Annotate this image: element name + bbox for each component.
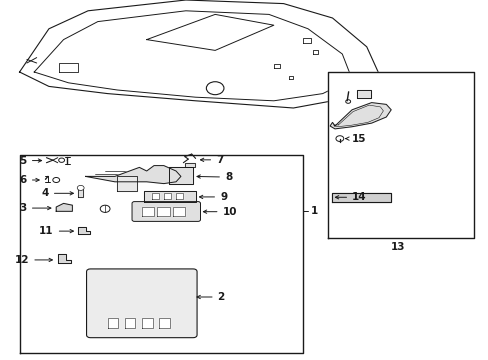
Polygon shape — [163, 193, 171, 199]
Polygon shape — [168, 167, 193, 184]
Polygon shape — [58, 254, 71, 263]
Polygon shape — [151, 193, 159, 199]
Text: 9: 9 — [199, 192, 227, 202]
Polygon shape — [56, 203, 72, 211]
Circle shape — [77, 185, 84, 190]
Polygon shape — [117, 176, 137, 191]
Text: 15: 15 — [345, 134, 366, 144]
Polygon shape — [331, 193, 390, 202]
Polygon shape — [157, 207, 169, 216]
Polygon shape — [356, 90, 370, 98]
Polygon shape — [329, 103, 390, 129]
Polygon shape — [173, 207, 185, 216]
Polygon shape — [144, 191, 195, 202]
FancyBboxPatch shape — [132, 202, 200, 221]
Polygon shape — [184, 163, 194, 167]
Text: 4: 4 — [41, 188, 73, 198]
Polygon shape — [176, 193, 183, 199]
Text: 13: 13 — [390, 242, 405, 252]
Polygon shape — [78, 189, 83, 197]
FancyBboxPatch shape — [86, 269, 197, 338]
Text: 10: 10 — [203, 207, 237, 217]
Polygon shape — [142, 207, 154, 216]
Polygon shape — [107, 318, 118, 328]
Polygon shape — [327, 72, 473, 238]
Text: 6: 6 — [20, 175, 39, 185]
Text: 5: 5 — [20, 156, 41, 166]
Text: 2: 2 — [197, 292, 224, 302]
Polygon shape — [124, 318, 135, 328]
Text: 11: 11 — [39, 226, 73, 236]
Polygon shape — [20, 155, 303, 353]
Text: 7: 7 — [200, 155, 223, 165]
Text: 3: 3 — [20, 203, 51, 213]
Polygon shape — [159, 318, 169, 328]
Text: 14: 14 — [335, 192, 366, 202]
Text: 12: 12 — [15, 255, 52, 265]
Polygon shape — [78, 227, 90, 234]
Text: 8: 8 — [197, 172, 232, 182]
Text: 1: 1 — [310, 206, 317, 216]
Polygon shape — [85, 166, 181, 184]
Polygon shape — [142, 318, 152, 328]
